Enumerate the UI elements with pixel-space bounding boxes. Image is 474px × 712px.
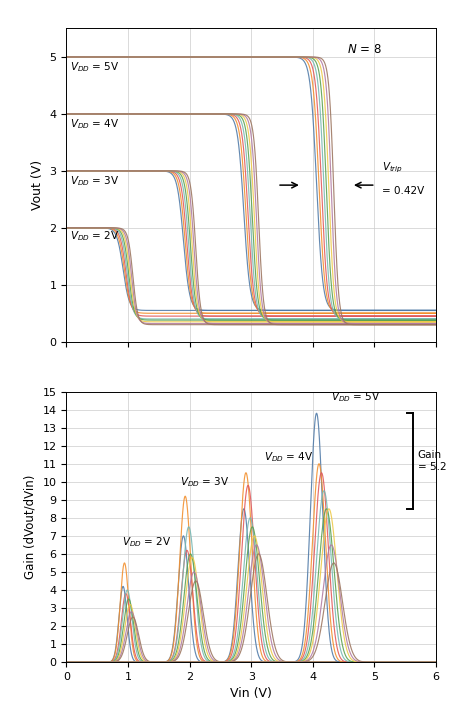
Text: $N$ = 8: $N$ = 8 — [347, 43, 382, 56]
Text: = 0.42V: = 0.42V — [382, 186, 424, 196]
X-axis label: Vin (V): Vin (V) — [230, 688, 272, 701]
Text: $V_{DD}$ = 2V: $V_{DD}$ = 2V — [70, 229, 119, 244]
Text: $V_{DD}$ = 4V: $V_{DD}$ = 4V — [264, 450, 313, 464]
Text: $V_{DD}$ = 5V: $V_{DD}$ = 5V — [331, 390, 381, 404]
Text: $V_{DD}$ = 2V: $V_{DD}$ = 2V — [122, 535, 171, 548]
Text: $V_{DD}$ = 5V: $V_{DD}$ = 5V — [70, 61, 119, 74]
Text: $V_{DD}$ = 3V: $V_{DD}$ = 3V — [70, 174, 119, 188]
Y-axis label: Vout (V): Vout (V) — [31, 160, 44, 210]
Y-axis label: Gain (dVout/dVin): Gain (dVout/dVin) — [24, 475, 37, 579]
Text: $V_{DD}$ = 4V: $V_{DD}$ = 4V — [70, 117, 119, 131]
Text: Gain
= 5.2: Gain = 5.2 — [418, 450, 446, 472]
Text: $V_{DD}$ = 3V: $V_{DD}$ = 3V — [180, 475, 230, 489]
Text: $V_{trip}$: $V_{trip}$ — [382, 161, 403, 175]
